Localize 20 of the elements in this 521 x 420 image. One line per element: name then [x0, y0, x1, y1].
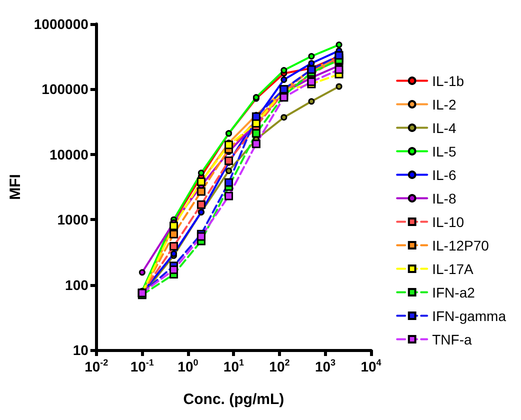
legend-label: IL-5 [432, 143, 456, 160]
y-tick-label: 10 [72, 342, 89, 358]
legend-label: IL-4 [432, 120, 456, 136]
legend-label: IL-12P70 [432, 237, 490, 254]
legend-label: IL-2 [432, 96, 456, 112]
y-tick-label: 100 [65, 276, 89, 293]
legend-label: IL-8 [432, 190, 456, 206]
legend-label: IL-17A [432, 260, 474, 277]
legend-label: IFN-gamma [432, 308, 506, 324]
legend-label: TNF-a [432, 331, 472, 348]
legend-label: IL-1b [432, 72, 464, 89]
y-tick-label: 1000 [57, 212, 89, 228]
legend-label: IL-10 [432, 214, 464, 230]
legend-label: IL-6 [432, 166, 456, 183]
y-tick-label: 100000 [42, 81, 89, 98]
legend-label: IFN-a2 [432, 284, 476, 300]
x-axis-title: Conc. (pg/mL) [183, 391, 284, 408]
y-tick-label: 10000 [49, 146, 89, 162]
y-tick-label: 1000000 [34, 16, 89, 32]
y-axis-title: MFI [7, 174, 24, 200]
